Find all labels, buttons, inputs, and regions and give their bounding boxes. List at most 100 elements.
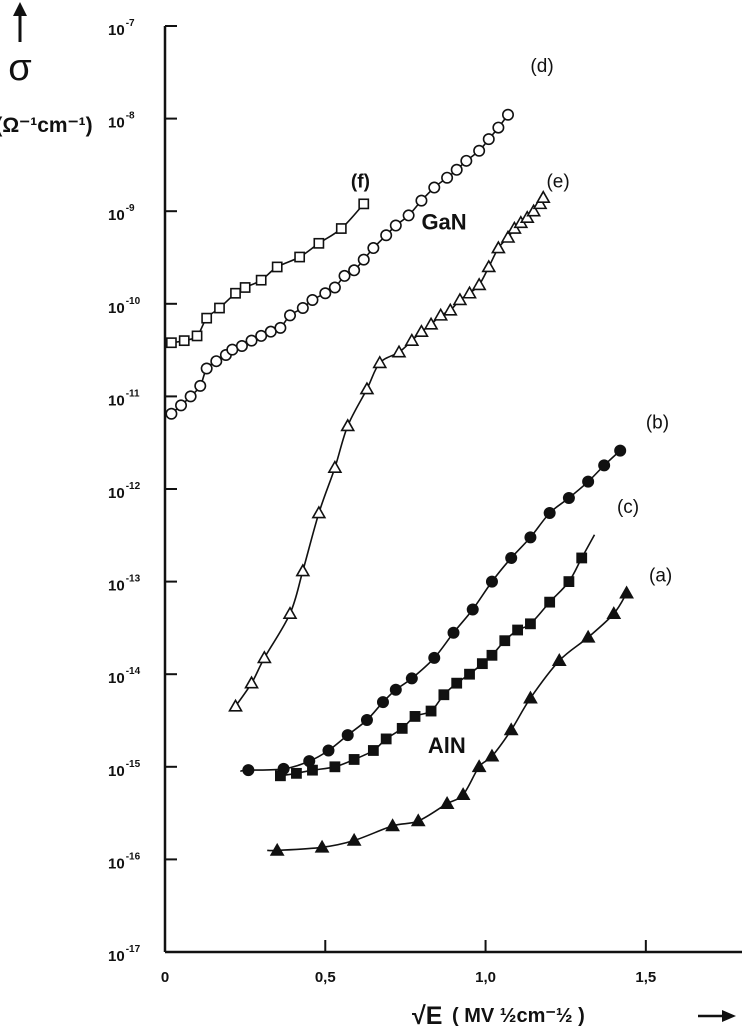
x-axis-arrow-head — [722, 1010, 736, 1022]
data-point — [184, 390, 197, 403]
data-point — [295, 563, 311, 577]
data-point — [244, 675, 259, 689]
y-tick-label: 10-17 — [108, 944, 141, 965]
data-point — [380, 229, 393, 242]
data-point — [471, 277, 487, 291]
data-point — [389, 683, 402, 696]
series-label: (a) — [649, 566, 672, 587]
data-point — [191, 330, 203, 342]
y-tick-label: 10-12 — [108, 481, 141, 502]
data-point — [562, 491, 575, 504]
data-point — [385, 818, 400, 832]
data-point — [576, 552, 588, 564]
data-point — [178, 335, 190, 347]
data-point — [358, 198, 370, 210]
data-point — [210, 355, 223, 368]
data-point — [543, 507, 556, 520]
data-point — [313, 237, 325, 249]
data-point — [415, 194, 428, 207]
data-point — [485, 575, 498, 588]
y-tick-label: 10-14 — [108, 666, 141, 687]
series-label: (e) — [546, 172, 569, 193]
data-point — [409, 711, 421, 722]
data-point — [269, 842, 285, 856]
data-point — [532, 196, 548, 210]
data-point — [423, 316, 439, 330]
y-tick-label: 10-13 — [108, 574, 141, 595]
data-point — [319, 287, 332, 300]
data-point — [389, 219, 402, 232]
data-point — [439, 796, 455, 809]
data-point — [442, 302, 458, 316]
data-point — [230, 287, 241, 299]
data-point — [428, 181, 441, 194]
material-label: AlN — [428, 733, 466, 758]
y-tick-label: 10-11 — [108, 388, 140, 409]
data-point — [410, 813, 426, 827]
data-point — [519, 210, 535, 224]
x-tick-label: 0,5 — [315, 969, 336, 986]
y-axis-symbol: σ — [8, 47, 31, 89]
data-point — [166, 337, 177, 349]
data-point — [307, 764, 318, 776]
data-point — [396, 722, 408, 734]
data-point — [471, 759, 487, 773]
data-point — [523, 690, 538, 704]
data-point — [274, 321, 287, 334]
data-point — [524, 531, 537, 544]
data-point — [499, 635, 511, 647]
y-axis-ticks: 10-7 10-8 10-9 10-10 10-11 10-12 10-13 10-14 10-… — [108, 18, 177, 965]
data-point — [614, 444, 627, 457]
data-point — [322, 744, 335, 757]
series-label: (f) — [351, 172, 370, 193]
data-point — [512, 624, 524, 636]
data-point — [235, 340, 248, 353]
data-point — [582, 475, 595, 488]
data-point — [242, 764, 255, 777]
data-point — [165, 407, 178, 420]
y-tick-label: 10-7 — [108, 18, 135, 39]
data-point — [404, 333, 420, 346]
y-tick-label: 10-10 — [108, 296, 141, 317]
data-point — [380, 733, 392, 745]
fit-curve — [170, 114, 509, 415]
fit-curve — [234, 197, 545, 707]
y-axis-units: (Ω⁻¹cm⁻¹) — [0, 114, 93, 137]
series-labels: (a) (b) (c) (d) (e) (f) GaN AlN — [351, 56, 672, 758]
data-point — [405, 672, 418, 685]
x-axis-symbol: √E — [412, 1002, 442, 1030]
x-tick-label: 1,0 — [475, 969, 496, 986]
data-point — [525, 618, 536, 630]
data-point — [357, 253, 370, 266]
data-point — [271, 261, 283, 273]
data-point — [201, 312, 213, 324]
data-point — [338, 269, 351, 282]
data-point — [327, 460, 343, 473]
data-point — [486, 649, 498, 661]
x-axis-ticks: 0 0,5 1,0 1,5 — [161, 940, 656, 986]
data-point — [535, 190, 551, 203]
data-point — [447, 626, 460, 639]
data-point — [255, 329, 268, 342]
data-point — [484, 748, 500, 762]
data-point — [526, 203, 542, 217]
data-point — [464, 668, 475, 680]
data-point — [175, 399, 188, 412]
data-point — [194, 379, 207, 392]
data-point — [544, 596, 556, 608]
data-point — [551, 653, 567, 666]
data-point — [505, 551, 518, 564]
data-point — [296, 302, 309, 315]
data-point — [282, 606, 298, 620]
data-point — [455, 787, 471, 800]
series-label: (b) — [646, 413, 669, 434]
data-point — [255, 274, 267, 286]
data-point — [428, 651, 441, 664]
data-point — [414, 324, 429, 337]
data-point — [438, 689, 450, 701]
x-axis-title: √E ( MV ½cm⁻½ ) — [412, 1002, 736, 1030]
data-point — [359, 381, 375, 395]
data-point — [200, 362, 213, 375]
data-point — [314, 839, 330, 853]
data-point — [306, 293, 319, 306]
